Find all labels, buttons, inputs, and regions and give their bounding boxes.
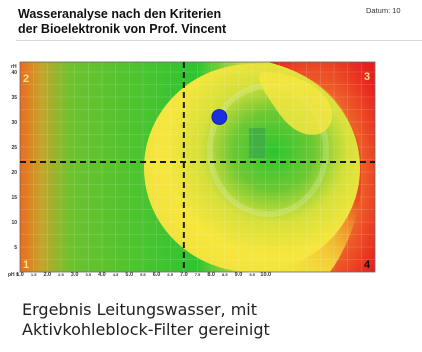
x-tick-label: 5.5: [140, 272, 146, 277]
y-tick-label: 15: [11, 195, 17, 201]
top-axis-label: rH: [11, 64, 17, 70]
red-zone: [268, 62, 375, 272]
caption-line-1: Ergebnis Leitungswasser, mit: [22, 300, 257, 319]
x-tick-label: 4.5: [113, 272, 119, 277]
y-tick-label: 30: [11, 120, 17, 126]
quadrant-label-2: 2: [23, 73, 29, 85]
y-tick-label: 5: [14, 245, 17, 251]
x-tick-label: 8.5: [222, 272, 228, 277]
plot-frame: [19, 61, 376, 273]
quadrant-label-1: 1: [23, 259, 29, 271]
x-tick-label: 8.0: [207, 272, 215, 278]
reference-lines: [20, 62, 375, 272]
caption-line-2: Aktivkohleblock-Filter gereinigt: [22, 320, 270, 339]
vincent-chart: 2 3 1 4 1.0 1.5 2.0 2.5 3.0 3.5 4.0 4.5 5.0 5.5 6.…: [8, 61, 376, 278]
x-tick-label: 10.0: [260, 272, 271, 278]
y-tick-label: 25: [11, 145, 17, 151]
x-tick-label: 9.5: [249, 272, 255, 277]
y-tick-label: 10: [11, 220, 17, 226]
date-label: Datum: 10: [366, 6, 401, 15]
x-tick-labels: 1.0 1.5 2.0 2.5 3.0 3.5 4.0 4.5 5.0 5.5 6.0 6.5 7.0 7…: [16, 272, 271, 278]
x-tick-label: 9.0: [235, 272, 243, 278]
y-tick-label: 35: [11, 95, 17, 101]
y-tick-label: 40: [11, 70, 17, 76]
data-points: [211, 109, 228, 125]
x-tick-label: 7.5: [195, 272, 201, 277]
header-divider: [16, 40, 422, 41]
chart-title-line-1: Wasseranalyse nach den Kriterien: [18, 7, 222, 21]
y-tick-labels: 5 10 15 20 25 30 35 40: [11, 70, 17, 251]
chart-title-line-2: der Bioelektronik von Prof. Vincent: [18, 22, 227, 36]
x-tick-label: 4.0: [98, 272, 106, 278]
x-tick-label: 6.0: [153, 272, 161, 278]
grid: [20, 62, 375, 272]
x-tick-label: 3.5: [85, 272, 91, 277]
quadrant-label-3: 3: [364, 71, 370, 83]
upper-yellow-wedge: [259, 72, 333, 135]
chart-title: Wasseranalyse nach den Kriterien der Bio…: [18, 7, 318, 37]
x-tick-label: 2.5: [58, 272, 64, 277]
target-square: [249, 128, 266, 158]
x-tick-label: 3.0: [71, 272, 79, 278]
x-tick-label: 1.0: [16, 272, 24, 278]
quadrant-label-4: 4: [364, 259, 371, 271]
x-tick-label: 5.0: [125, 272, 133, 278]
x-axis-prefix: pH =: [8, 272, 19, 278]
x-tick-label: 7.0: [180, 272, 188, 278]
result-caption: Ergebnis Leitungswasser, mit Aktivkohleb…: [22, 300, 422, 340]
x-tick-label: 6.5: [167, 272, 173, 277]
x-tick-label: 1.5: [31, 272, 37, 277]
x-tick-label: 2.0: [43, 272, 51, 278]
data-point: [211, 109, 228, 125]
y-tick-label: 20: [11, 170, 17, 176]
